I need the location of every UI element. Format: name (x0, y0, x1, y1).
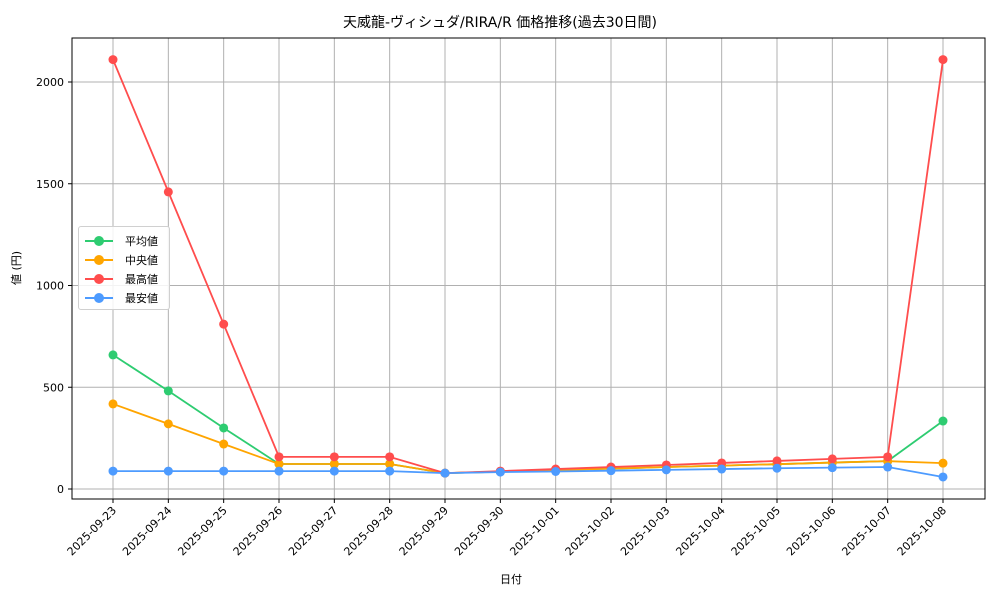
series-line (112, 354, 944, 475)
y-tick-label: 1500 (36, 178, 64, 191)
legend: 平均値 中央値 最高値 最安値 (78, 226, 170, 310)
x-tick-label: 2025-10-07 (839, 504, 893, 558)
legend-marker-icon (85, 273, 113, 284)
series-line (112, 59, 944, 475)
x-tick-label: 2025-09-25 (175, 504, 229, 558)
data-point (329, 466, 339, 476)
chart-title: 天威龍-ヴィシュダ/RIRA/R 価格推移(過去30日間) (343, 15, 657, 31)
data-point (219, 319, 229, 329)
data-point (938, 472, 948, 482)
y-tick-label: 2000 (36, 76, 64, 89)
data-point (385, 459, 395, 469)
plot-frame (71, 37, 986, 500)
data-point (938, 458, 948, 468)
data-point (274, 466, 284, 476)
y-tick-label: 0 (57, 483, 64, 496)
data-point (938, 416, 948, 426)
x-axis-label: 日付 (500, 573, 522, 586)
x-tick-label: 2025-09-26 (231, 504, 285, 558)
legend-label: 最安値 (125, 291, 158, 305)
x-tick-label: 2025-10-03 (618, 504, 672, 558)
data-point (717, 464, 727, 474)
legend-label: 平均値 (125, 234, 158, 248)
data-point (163, 419, 173, 429)
data-point (495, 467, 505, 477)
x-tick-label: 2025-09-23 (65, 504, 119, 558)
x-tick-label: 2025-10-08 (895, 504, 949, 558)
y-tick-label: 500 (43, 381, 64, 394)
data-point (772, 463, 782, 473)
x-tick-label: 2025-09-30 (452, 504, 506, 558)
data-point (385, 466, 395, 476)
x-tick-label: 2025-09-29 (397, 504, 451, 558)
legend-marker-icon (85, 254, 113, 265)
data-point (827, 454, 837, 464)
legend-item-min: 最安値 (85, 288, 163, 307)
x-tick-label: 2025-10-04 (673, 504, 727, 558)
data-point (551, 466, 561, 476)
y-tick-label: 1000 (36, 280, 64, 293)
data-point (219, 439, 229, 449)
x-tick-label: 2025-09-24 (120, 504, 174, 558)
data-point (883, 452, 893, 462)
series-line (112, 403, 944, 475)
legend-item-max: 最高値 (85, 269, 163, 288)
data-point (108, 55, 118, 65)
legend-marker-icon (85, 235, 113, 246)
x-tick-label: 2025-09-28 (341, 504, 395, 558)
data-point (108, 350, 118, 360)
x-tick-label: 2025-10-02 (563, 504, 617, 558)
y-axis-label: 値 (円) (10, 250, 23, 285)
legend-item-avg: 平均値 (85, 231, 163, 250)
series-line (113, 466, 944, 478)
data-point (606, 466, 616, 476)
legend-marker-icon (85, 292, 113, 303)
legend-label: 中央値 (125, 253, 158, 267)
data-point (108, 399, 118, 409)
data-point (274, 459, 284, 469)
data-point (440, 468, 450, 478)
data-point (274, 452, 284, 462)
data-point (163, 386, 173, 396)
data-point (827, 463, 837, 473)
data-point (163, 187, 173, 197)
x-tick-label: 2025-10-06 (784, 504, 838, 558)
x-tick-label: 2025-09-27 (286, 504, 340, 558)
data-point (108, 466, 118, 476)
data-point (772, 456, 782, 466)
x-tick-label: 2025-10-05 (729, 504, 783, 558)
data-point (219, 466, 229, 476)
legend-item-median: 中央値 (85, 250, 163, 269)
data-point (938, 55, 948, 65)
data-point (163, 466, 173, 476)
legend-label: 最高値 (125, 272, 158, 286)
data-point (883, 462, 893, 472)
data-point (329, 452, 339, 462)
data-point (661, 465, 671, 475)
x-tick-label: 2025-10-01 (507, 504, 561, 558)
data-point (219, 423, 229, 433)
data-point (385, 452, 395, 462)
data-point (329, 459, 339, 469)
